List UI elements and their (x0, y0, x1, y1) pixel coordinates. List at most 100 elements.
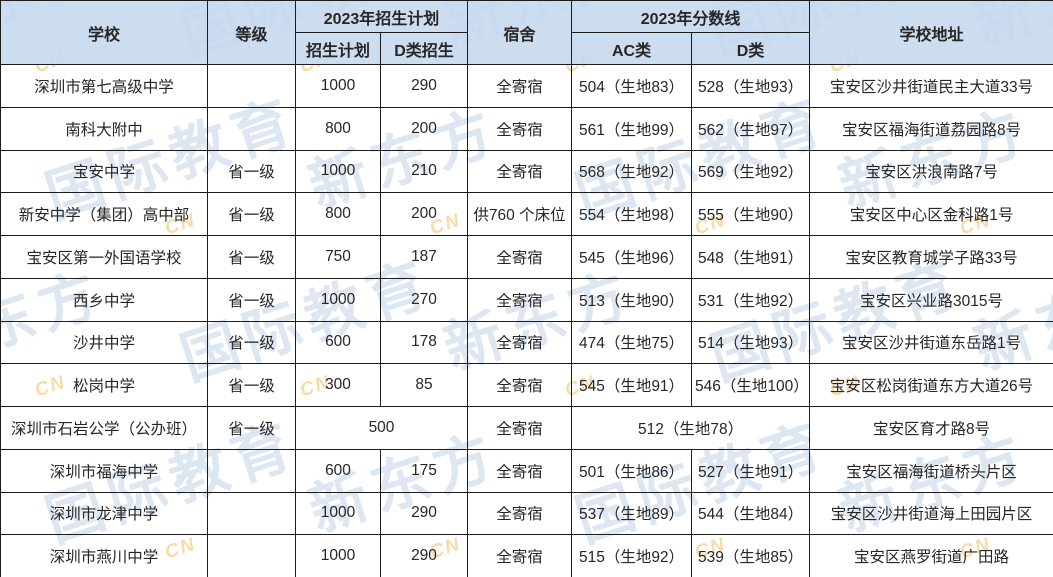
table-row: 南科大附中 800 200 全寄宿 561（生地99） 562（生地97） 宝安区福海街道荔… (0, 106, 1053, 151)
cell-dorm: 全寄宿 (467, 406, 573, 450)
cell-school: 深圳市燕川中学 (0, 534, 208, 577)
cell-school: 宝安区第一外国语学校 (0, 235, 208, 279)
table-row: 深圳市福海中学 600 175 全寄宿 501（生地86） 527（生地91） 宝安区福海街… (0, 448, 1053, 493)
col-header-d: D类 (691, 32, 811, 65)
col-header-address: 学校地址 (809, 0, 1053, 65)
col-header-plan-group: 2023年招生计划 (294, 0, 469, 33)
cell-score-ac: 515（生地92） (571, 534, 693, 577)
cell-address: 宝安区福海街道荔园路8号 (809, 106, 1053, 151)
cell-score-ac: 474（生地75） (571, 320, 693, 365)
cell-school: 深圳市福海中学 (0, 448, 208, 493)
col-header-dorm: 宿舍 (467, 0, 573, 65)
cell-score-d: 528（生地93） (691, 64, 811, 108)
cell-dorm: 全寄宿 (467, 363, 573, 407)
cell-plan: 1000 (295, 277, 381, 322)
cell-d-plan: 210 (379, 149, 469, 194)
table-body: 深圳市第七高级中学 1000 290 全寄宿 504（生地83） 528（生地93） 宝安区… (0, 64, 1053, 577)
table-row: 西乡中学 省一级 1000 270 全寄宿 513（生地90） 531（生地92） 宝安区兴业… (0, 277, 1053, 322)
cell-plan: 600 (295, 320, 381, 365)
cell-plan: 800 (295, 106, 381, 151)
cell-score-ac: 513（生地90） (571, 277, 693, 322)
cell-score-d: 555（生地90） (691, 192, 811, 236)
cell-address: 宝安区中心区金科路1号 (809, 192, 1053, 236)
cell-score-d: 546（生地100） (691, 363, 811, 407)
cell-score-d: 569（生地92） (691, 149, 811, 194)
cell-dorm: 全寄宿 (467, 106, 573, 151)
cell-school: 深圳市石岩公学（公办班） (0, 406, 208, 450)
cell-level: 省一级 (207, 149, 296, 194)
cell-plan-merged: 500 (294, 406, 469, 450)
cell-score-d: 539（生地85） (691, 534, 811, 577)
cell-address: 宝安区育才路8号 (809, 406, 1053, 450)
cell-school: 深圳市龙津中学 (0, 491, 208, 536)
cell-dorm: 全寄宿 (467, 491, 573, 536)
table-row: 宝安区第一外国语学校 省一级 750 187 全寄宿 545（生地96） 548（生地91）… (0, 235, 1053, 279)
cell-d-plan: 290 (379, 491, 469, 536)
cell-address: 宝安区教育城学子路33号 (809, 235, 1053, 279)
cell-address: 宝安区燕罗街道广田路 (809, 534, 1053, 577)
cell-d-plan: 187 (379, 235, 469, 279)
cell-d-plan: 290 (379, 534, 469, 577)
table-row: 深圳市石岩公学（公办班） 省一级 500 全寄宿 512（生地78） 宝安区育才路8号 (0, 406, 1053, 450)
cell-dorm: 全寄宿 (467, 534, 573, 577)
cell-address: 宝安区沙井街道海上田园片区 (809, 491, 1053, 536)
cell-d-plan: 270 (379, 277, 469, 322)
cell-level (207, 64, 296, 108)
cell-school: 深圳市第七高级中学 (0, 64, 208, 108)
cell-score-ac: 545（生地96） (571, 235, 693, 279)
cell-score-d: 562（生地97） (691, 106, 811, 151)
cell-address: 宝安区沙井街道东岳路1号 (809, 320, 1053, 365)
cell-school: 新安中学（集团）高中部 (0, 192, 208, 236)
cell-school: 宝安中学 (0, 149, 208, 194)
table-row: 深圳市龙津中学 1000 290 全寄宿 537（生地89） 544（生地84） 宝安区沙井… (0, 491, 1053, 536)
cell-address: 宝安区松岗街道东方大道26号 (809, 363, 1053, 407)
cell-plan: 1000 (295, 64, 381, 108)
cell-plan: 1000 (295, 149, 381, 194)
cell-level: 省一级 (207, 363, 296, 407)
cell-d-plan: 290 (379, 64, 469, 108)
cell-school: 松岗中学 (0, 363, 208, 407)
cell-dorm: 全寄宿 (467, 235, 573, 279)
cell-score-d: 548（生地91） (691, 235, 811, 279)
table-row: 深圳市燕川中学 1000 290 全寄宿 515（生地92） 539（生地85） 宝安区燕罗… (0, 534, 1053, 577)
cell-score-ac: 504（生地83） (571, 64, 693, 108)
cell-dorm: 全寄宿 (467, 277, 573, 322)
table-row: 新安中学（集团）高中部 省一级 800 200 供760 个床位 554（生地98） 555… (0, 192, 1053, 236)
cell-score-ac: 501（生地86） (571, 448, 693, 493)
cell-score-ac: 545（生地91） (571, 363, 693, 407)
cell-level: 省一级 (207, 277, 296, 322)
cell-d-plan: 178 (379, 320, 469, 365)
cell-plan: 300 (295, 363, 381, 407)
cell-d-plan: 85 (379, 363, 469, 407)
cell-level (207, 106, 296, 151)
cell-plan: 800 (295, 192, 381, 236)
table-row: 松岗中学 省一级 300 85 全寄宿 545（生地91） 546（生地100） 宝安区松岗街… (0, 363, 1053, 407)
col-header-school: 学校 (0, 0, 208, 65)
cell-d-plan: 175 (379, 448, 469, 493)
cell-plan: 1000 (295, 534, 381, 577)
cell-score-merged: 512（生地78） (571, 406, 811, 450)
header-row-sub: 招生计划 D类招生 AC类 D类 (1, 32, 1053, 65)
cell-dorm: 全寄宿 (467, 64, 573, 108)
cell-level: 省一级 (207, 406, 296, 450)
table-header: 学校 等级 2023年招生计划 宿舍 2023年分数线 学校地址 招生计划 D类… (0, 0, 1053, 65)
cell-level: 省一级 (207, 320, 296, 365)
col-header-d-plan: D类招生 (379, 32, 469, 65)
cell-dorm: 全寄宿 (467, 320, 573, 365)
cell-score-d: 544（生地84） (691, 491, 811, 536)
cell-score-ac: 568（生地92） (571, 149, 693, 194)
cell-score-d: 531（生地92） (691, 277, 811, 322)
table-row: 宝安中学 省一级 1000 210 全寄宿 568（生地92） 569（生地92） 宝安区洪浪… (0, 149, 1053, 194)
table-row: 深圳市第七高级中学 1000 290 全寄宿 504（生地83） 528（生地93） 宝安区… (0, 64, 1053, 108)
cell-plan: 600 (295, 448, 381, 493)
cell-plan: 1000 (295, 491, 381, 536)
cell-address: 宝安区兴业路3015号 (809, 277, 1053, 322)
cell-school: 南科大附中 (0, 106, 208, 151)
cell-score-ac: 561（生地99） (571, 106, 693, 151)
table-row: 沙井中学 省一级 600 178 全寄宿 474（生地75） 514（生地93） 宝安区沙井街… (0, 320, 1053, 365)
cell-level (207, 491, 296, 536)
cell-dorm: 全寄宿 (467, 448, 573, 493)
cell-dorm: 全寄宿 (467, 149, 573, 194)
